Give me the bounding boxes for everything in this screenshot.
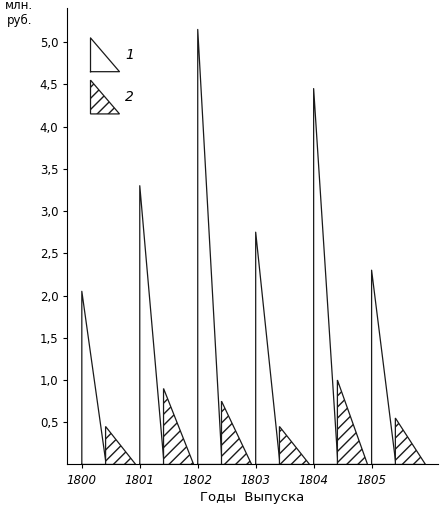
X-axis label: Годы  Выпуска: Годы Выпуска bbox=[200, 490, 305, 504]
Text: 2: 2 bbox=[125, 90, 134, 104]
Polygon shape bbox=[91, 80, 120, 114]
Polygon shape bbox=[338, 380, 368, 464]
Text: 1: 1 bbox=[125, 48, 134, 62]
Polygon shape bbox=[106, 426, 136, 464]
Y-axis label: млн.
руб.: млн. руб. bbox=[5, 0, 33, 27]
Polygon shape bbox=[280, 426, 310, 464]
Polygon shape bbox=[222, 401, 252, 464]
Polygon shape bbox=[395, 418, 425, 464]
Polygon shape bbox=[164, 389, 194, 464]
